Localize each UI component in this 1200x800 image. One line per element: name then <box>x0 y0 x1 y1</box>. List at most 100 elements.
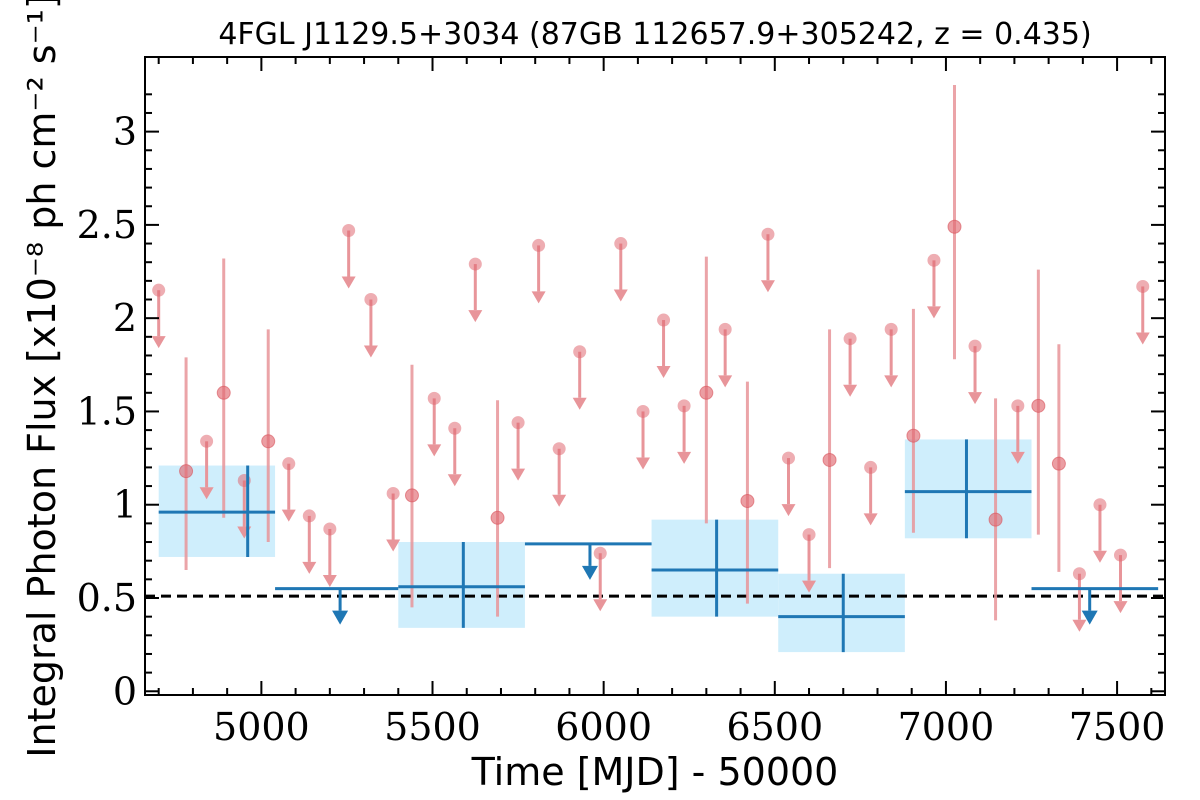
short-bin-upper-limit-arrow <box>572 397 587 410</box>
short-bin-point <box>1051 456 1066 471</box>
short-bin-upper-limit-arrow <box>1092 550 1107 563</box>
short-bin-upper-limit-arrow <box>386 539 401 552</box>
short-bin-upper-limit-arrow <box>863 513 878 526</box>
short-bin-upper-limit-arrow <box>781 504 796 517</box>
short-bin-point <box>261 434 276 449</box>
y-tick-label: 0.5 <box>77 576 137 620</box>
short-bin-upper-limit-arrow <box>552 494 567 507</box>
short-bin-upper-limit-point <box>1072 567 1086 581</box>
y-tick-label: 2 <box>113 296 137 340</box>
short-bin-upper-limit-point <box>968 339 982 353</box>
short-bin-upper-limit-point <box>364 293 378 307</box>
short-bin-upper-limit-point <box>532 238 546 252</box>
short-bin-upper-limit-point <box>1093 498 1107 512</box>
short-bin-upper-limit-arrow <box>1113 601 1128 614</box>
short-bin-point <box>906 428 921 443</box>
long-bin-box <box>904 439 1032 539</box>
x-tick-label: 6000 <box>555 705 652 749</box>
short-bin-upper-limit-point <box>843 332 857 346</box>
short-bin-upper-limit-point <box>152 283 166 297</box>
short-bin-upper-limit-point <box>761 227 775 241</box>
short-bin-upper-limit-point <box>200 434 214 448</box>
short-bin-point <box>179 464 194 479</box>
long-bin-upper-limit-arrow <box>581 565 598 580</box>
short-bin-upper-limit-point <box>342 223 356 237</box>
short-bin-upper-limit-arrow <box>802 580 817 593</box>
short-bin-upper-limit-point <box>427 391 441 405</box>
short-bin-upper-limit-point <box>511 416 525 430</box>
plot-frame <box>144 56 1166 696</box>
short-bin-upper-limit-point <box>552 442 566 456</box>
short-bin-upper-limit-arrow <box>302 561 317 574</box>
short-bin-upper-limit-arrow <box>511 468 526 481</box>
short-bin-upper-limit-point <box>282 457 296 471</box>
long-bin-upper-limit-arrow <box>332 610 349 625</box>
y-axis-label: Integral Photon Flux [x10⁻⁸ ph cm⁻² s⁻¹] <box>20 0 64 758</box>
short-bin-upper-limit-point <box>636 404 650 418</box>
short-bin-upper-limit-point <box>1136 279 1150 293</box>
short-bin-upper-limit-arrow <box>1072 619 1087 632</box>
short-bin-upper-limit-arrow <box>968 392 983 405</box>
y-tick-label: 2.5 <box>77 203 137 247</box>
short-bin-upper-limit-point <box>386 487 400 501</box>
short-bin-upper-limit-arrow <box>926 306 941 319</box>
short-bin-point <box>1031 398 1046 413</box>
short-bin-upper-limit-point <box>718 322 732 336</box>
short-bin-upper-limit-point <box>573 345 587 359</box>
short-bin-upper-limit-point <box>781 451 795 465</box>
long-bin-upper-limit-arrow <box>1081 610 1098 625</box>
chart-title: 4FGL J1129.5+3034 (87GB 112657.9+305242,… <box>218 17 1091 52</box>
y-tick-label: 1.5 <box>77 389 137 433</box>
short-bin-upper-limit-arrow <box>151 336 166 349</box>
short-bin-point <box>216 385 231 400</box>
x-tick-label: 6500 <box>726 705 823 749</box>
short-bin-upper-limit-arrow <box>281 509 296 522</box>
y-tick-label: 0 <box>113 669 137 713</box>
short-bin-upper-limit-arrow <box>677 451 692 464</box>
short-bin-upper-limit-point <box>448 421 462 435</box>
short-bin-upper-limit-arrow <box>1010 451 1025 464</box>
x-tick-label: 5500 <box>384 705 481 749</box>
long-bin-box <box>398 542 525 628</box>
short-bin-upper-limit-arrow <box>427 444 442 457</box>
short-bin-upper-limit-arrow <box>718 375 733 388</box>
short-bin-point <box>490 510 505 525</box>
short-bin-upper-limit-point <box>657 313 671 327</box>
short-bin-upper-limit-point <box>1114 548 1128 562</box>
x-tick-label: 7000 <box>898 705 995 749</box>
short-bin-upper-limit-arrow <box>636 457 651 470</box>
short-bin-upper-limit-point <box>884 322 898 336</box>
short-bin-upper-limit-point <box>1011 399 1025 413</box>
short-bin-upper-limit-arrow <box>322 574 337 587</box>
long-bin-box <box>778 573 905 653</box>
y-tick-label: 1 <box>113 483 137 527</box>
short-bin-upper-limit-arrow <box>363 345 378 358</box>
short-bin-upper-limit-arrow <box>447 474 462 487</box>
short-bin-upper-limit-point <box>614 237 628 251</box>
short-bin-point <box>822 452 837 467</box>
short-bin-upper-limit-point <box>927 253 941 267</box>
x-tick-label: 7500 <box>1069 705 1166 749</box>
short-bin-point <box>699 385 714 400</box>
short-bin-upper-limit-arrow <box>613 289 628 302</box>
short-bin-upper-limit-arrow <box>1135 332 1150 345</box>
short-bin-upper-limit-point <box>802 528 816 542</box>
y-tick-label: 3 <box>113 110 137 154</box>
short-bin-upper-limit-arrow <box>468 310 483 323</box>
short-bin-point <box>740 493 755 508</box>
short-bin-upper-limit-point <box>468 257 482 271</box>
short-bin-point <box>947 219 962 234</box>
x-axis-label: Time [MJD] - 50000 <box>471 750 839 794</box>
long-bin-box <box>651 519 779 617</box>
short-bin-point <box>988 512 1003 527</box>
short-bin-upper-limit-point <box>677 399 691 413</box>
short-bin-upper-limit-arrow <box>593 599 608 612</box>
short-bin-upper-limit-point <box>323 522 337 536</box>
short-bin-upper-limit-point <box>593 546 607 560</box>
short-bin-upper-limit-arrow <box>843 384 858 397</box>
short-bin-upper-limit-arrow <box>656 366 671 379</box>
short-bin-upper-limit-arrow <box>341 276 356 289</box>
short-bin-upper-limit-arrow <box>531 291 546 304</box>
short-bin-upper-limit-point <box>302 509 316 523</box>
